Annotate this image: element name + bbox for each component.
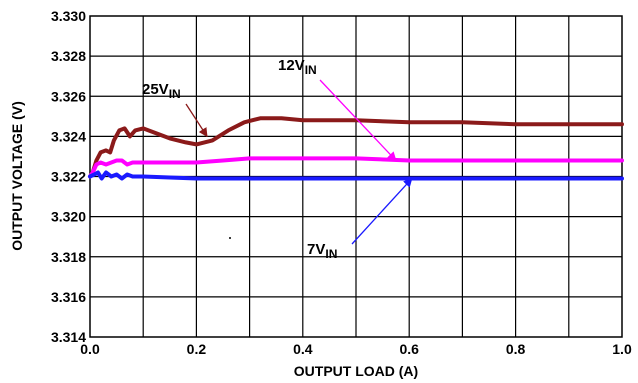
x-tick-label: 0.0 xyxy=(80,341,100,357)
x-axis-title: OUTPUT LOAD (A) xyxy=(294,363,418,379)
y-tick-label: 3.326 xyxy=(51,88,86,104)
y-axis-ticks: 3.314 3.316 3.318 3.320 3.322 3.324 3.326 3.328… xyxy=(51,8,86,345)
annotation-label: 25VIN xyxy=(142,81,181,101)
annotation-label: 12VIN xyxy=(278,57,317,77)
y-tick-label: 3.328 xyxy=(51,48,86,64)
stray-dot xyxy=(229,237,231,239)
series-lines xyxy=(88,116,624,181)
x-tick-label: 0.8 xyxy=(506,341,526,357)
series-line-25v xyxy=(88,116,624,179)
annotation-arrow xyxy=(319,79,397,162)
annotation-arrow xyxy=(185,103,208,138)
x-tick-label: 0.2 xyxy=(187,341,207,357)
y-tick-label: 3.324 xyxy=(51,128,86,144)
x-tick-label: 0.6 xyxy=(399,341,419,357)
x-tick-label: 0.4 xyxy=(293,341,313,357)
y-tick-label: 3.330 xyxy=(51,8,86,24)
x-axis-ticks: 0.0 0.2 0.4 0.6 0.8 1.0 xyxy=(80,341,632,357)
series-line-7v xyxy=(88,170,624,181)
y-tick-label: 3.318 xyxy=(51,249,86,265)
x-tick-label: 1.0 xyxy=(612,341,632,357)
series-line-12v xyxy=(88,156,624,179)
y-tick-label: 3.320 xyxy=(51,209,86,225)
y-tick-label: 3.316 xyxy=(51,289,86,305)
annotations: 25VIN 12VIN 7VIN xyxy=(142,57,413,261)
annotation-arrow xyxy=(351,177,413,245)
y-tick-label: 3.314 xyxy=(51,329,86,345)
y-axis-title: OUTPUT VOLTAGE (V) xyxy=(9,101,25,251)
y-tick-label: 3.322 xyxy=(51,169,86,185)
annotation-label: 7VIN xyxy=(307,241,337,261)
